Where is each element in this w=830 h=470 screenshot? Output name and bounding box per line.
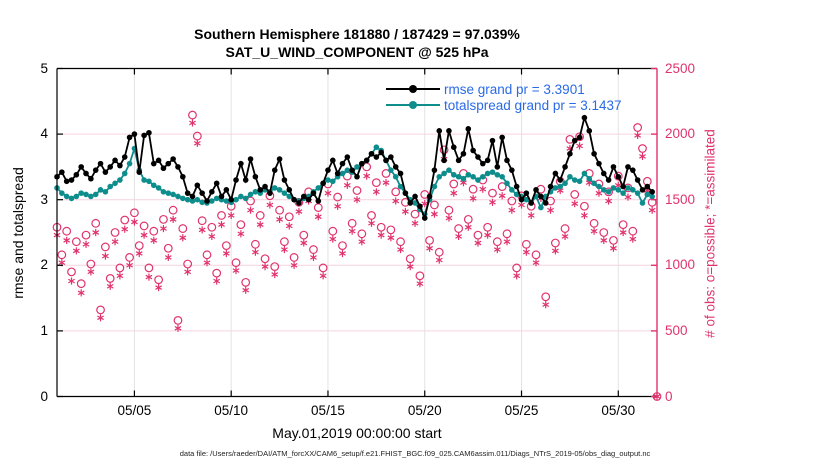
totalspread-series <box>54 144 655 217</box>
chart-title-line1: Southern Hemisphere 181880 / 187429 = 97… <box>194 26 520 42</box>
rmse-series <box>54 114 655 222</box>
y-tick-left-4: 4 <box>40 126 48 142</box>
rmse-legend-label: rmse grand pr = 3.3901 <box>444 81 585 97</box>
totalspread-legend-label: totalspread grand pr = 3.1437 <box>444 97 622 113</box>
x-tick-05/25: 05/25 <box>504 403 539 418</box>
chart-title-line2: SAT_U_WIND_COMPONENT @ 525 hPa <box>225 44 489 60</box>
y-tick-right-1500: 1500 <box>665 191 696 207</box>
totalspread-legend-marker <box>409 101 417 109</box>
rmse-legend-line <box>386 85 440 93</box>
y-tick-left-2: 2 <box>40 257 48 273</box>
x-tick-05/05: 05/05 <box>117 403 152 418</box>
y-tick-right-1000: 1000 <box>665 257 696 273</box>
x-axis-label: May.01,2019 00:00:00 start <box>272 425 442 441</box>
y-tick-right-2500: 2500 <box>665 60 696 76</box>
y-tick-left-1: 1 <box>40 322 48 338</box>
totalspread-legend-line <box>386 101 440 109</box>
y-tick-right-500: 500 <box>665 322 688 338</box>
y-tick-left-0: 0 <box>40 388 48 404</box>
y-tick-right-0: 0 <box>665 388 673 404</box>
y-tick-right-2000: 2000 <box>665 126 696 142</box>
data-file-footer: data file: /Users/raeder/DAI/ATM_forcXX/… <box>179 449 651 458</box>
x-tick-05/10: 05/10 <box>214 403 249 418</box>
x-tick-05/15: 05/15 <box>311 403 345 418</box>
legend-entry-rmse: rmse grand pr = 3.3901 <box>386 81 585 97</box>
x-tick-05/20: 05/20 <box>407 403 442 418</box>
rmse-legend-marker <box>409 85 417 93</box>
y-tick-left-5: 5 <box>40 60 48 76</box>
x-tick-05/30: 05/30 <box>601 403 636 418</box>
legend-entry-totalspread: totalspread grand pr = 3.1437 <box>386 97 622 113</box>
y-tick-left-3: 3 <box>40 191 48 207</box>
axes <box>56 67 658 398</box>
